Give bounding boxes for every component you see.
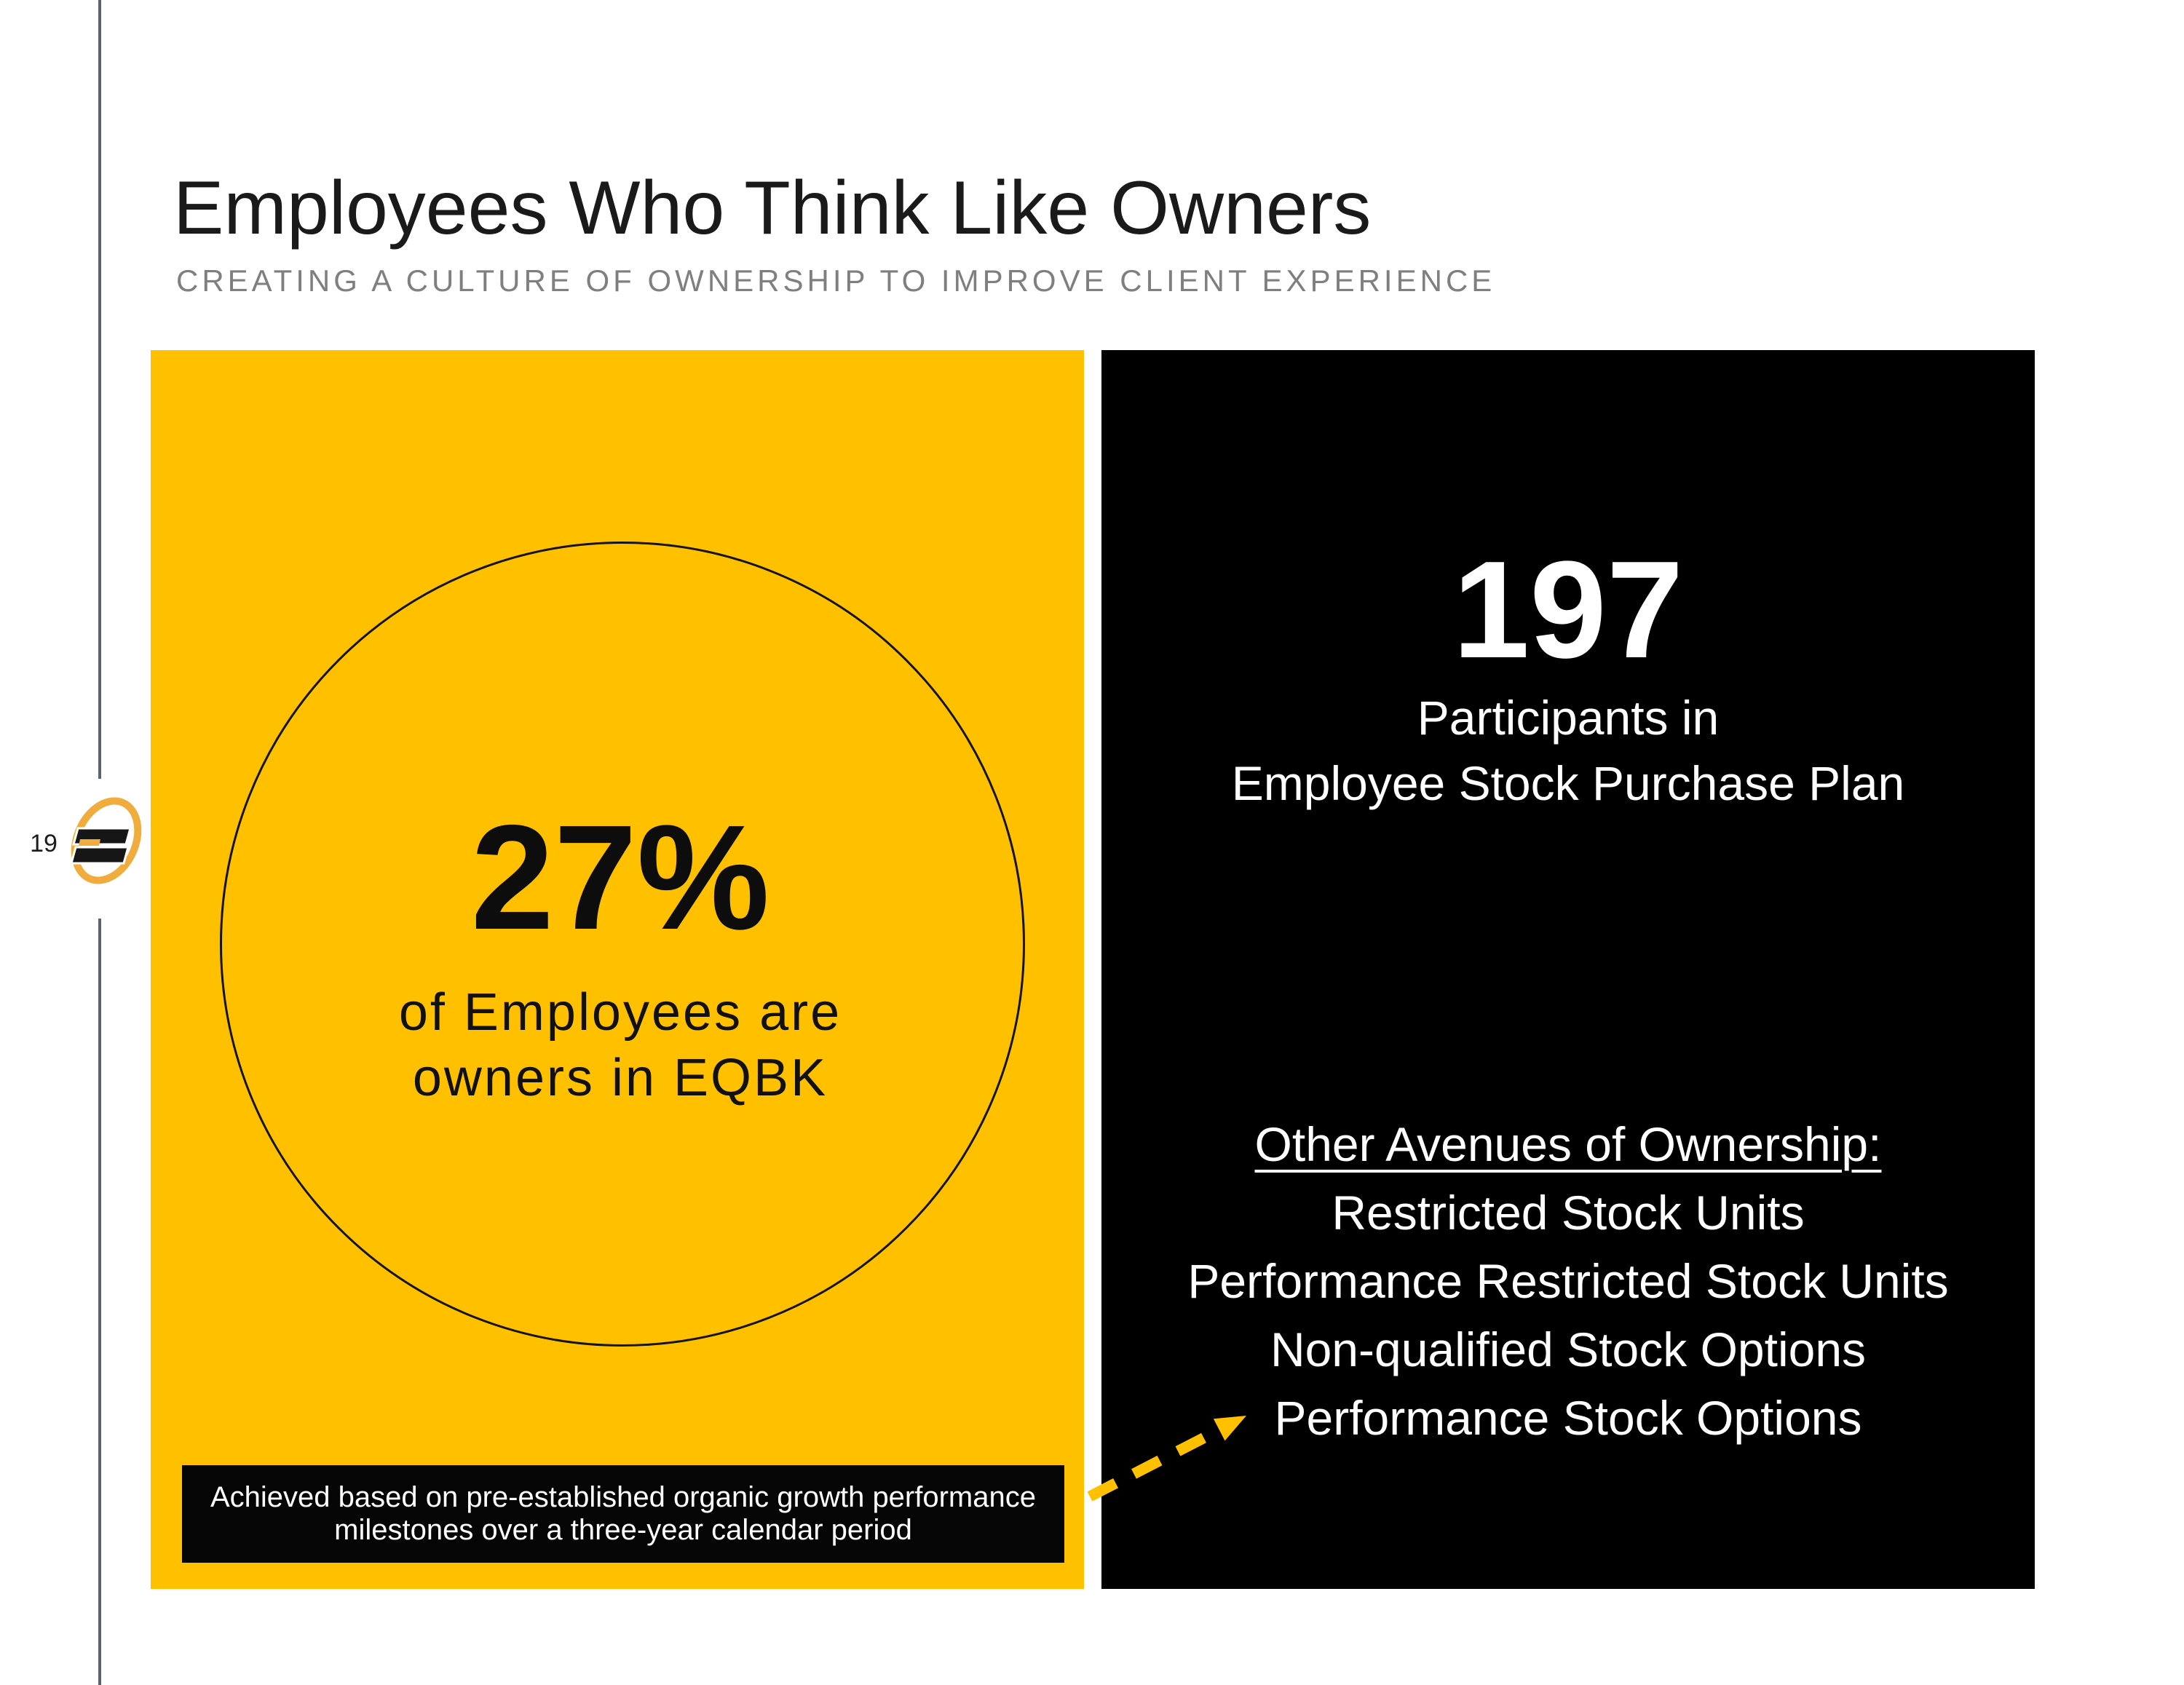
list-item: Performance Stock Options: [1274, 1391, 1862, 1445]
left-margin-rule-bottom: [98, 919, 101, 1685]
employee-owner-caption-line1: of Employees are: [398, 983, 842, 1042]
employee-owner-caption-line2: owners in EQBK: [412, 1049, 828, 1107]
employee-owner-percentage: 27%: [470, 794, 770, 961]
espp-caption-line1: Participants in: [1417, 691, 1720, 745]
page-number: 19: [30, 830, 58, 857]
note-line2: milestones over a three-year calendar pe…: [334, 1514, 912, 1546]
espp-participant-count: 197: [1452, 533, 1684, 687]
espp-caption-line2: Employee Stock Purchase Plan: [1231, 756, 1905, 810]
equity-bank-logo-icon: [70, 797, 142, 884]
espp-caption: Participants in Employee Stock Purchase …: [1101, 685, 2035, 816]
stock-plan-panel: [1101, 350, 2035, 1589]
employee-owner-caption: of Employees are owners in EQBK: [220, 980, 1021, 1111]
other-avenues-list: Restricted Stock Units Performance Restr…: [1101, 1178, 2035, 1452]
performance-milestone-note: Achieved based on pre-established organi…: [182, 1465, 1064, 1563]
page-title: Employees Who Think Like Owners: [173, 166, 1372, 250]
list-item: Restricted Stock Units: [1332, 1186, 1805, 1240]
note-line1: Achieved based on pre-established organi…: [210, 1481, 1036, 1513]
left-margin-rule-top: [98, 0, 101, 779]
page-subtitle: CREATING A CULTURE OF OWNERSHIP TO IMPRO…: [176, 263, 1496, 298]
other-avenues-heading: Other Avenues of Ownership:: [1254, 1117, 1882, 1171]
stat-circle-outline: [220, 542, 1025, 1347]
list-item: Performance Restricted Stock Units: [1187, 1254, 1949, 1308]
dashed-arrow-icon: [1087, 1416, 1246, 1502]
list-item: Non-qualified Stock Options: [1270, 1323, 1867, 1376]
